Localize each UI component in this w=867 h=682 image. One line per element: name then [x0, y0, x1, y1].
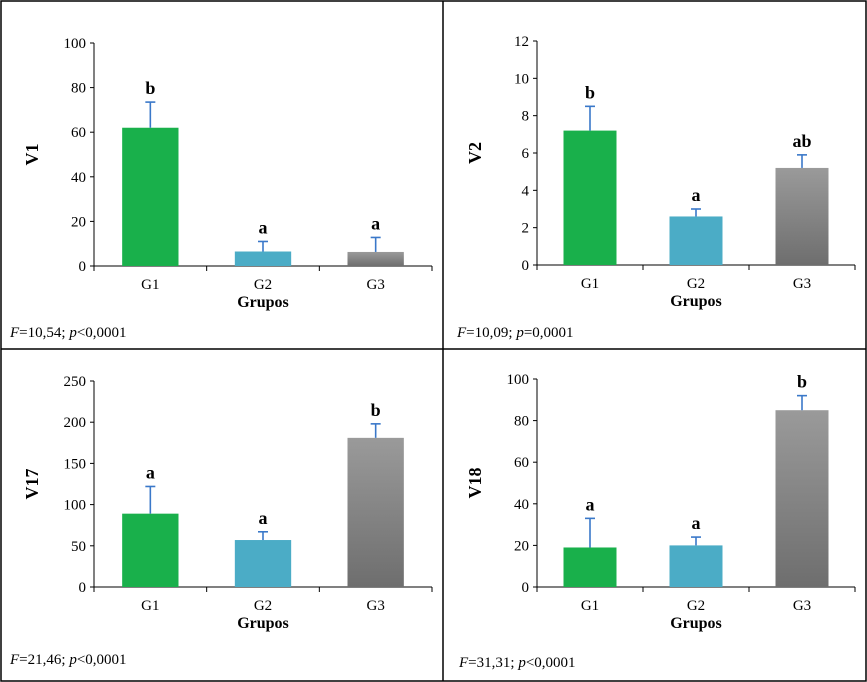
y-axis-label: V17: [22, 469, 42, 500]
significance-letter: b: [145, 78, 155, 98]
bar-g3: [347, 251, 404, 266]
y-tick-label: 4: [522, 183, 530, 199]
stat-p-label: p: [69, 325, 77, 341]
y-tick-label: 60: [71, 125, 86, 141]
stat-f-value: =31,31;: [468, 655, 515, 671]
bar-g1: [563, 130, 617, 265]
bar-g2: [234, 540, 292, 587]
x-tick-label: G1: [581, 276, 599, 292]
y-axis-label: V18: [465, 468, 485, 499]
x-tick-label: G3: [793, 598, 811, 614]
y-tick-label: 10: [514, 71, 529, 87]
y-tick-label: 100: [64, 498, 87, 514]
stat-p-value: <0,0001: [76, 652, 127, 668]
x-tick-label: G2: [254, 277, 272, 293]
x-tick-label: G2: [687, 276, 705, 292]
stat-annotation-v1: F=10,54; p<0,0001: [10, 325, 127, 342]
stat-f-value: =10,09;: [466, 325, 513, 341]
stat-f-label: F: [457, 325, 467, 341]
x-axis-label: Grupos: [670, 293, 722, 310]
chart-panel-v17: 0 50 100 150 200 250 a G1 a G2 b G3 Grupos V17 F=21,4…: [0, 349, 443, 682]
significance-letter: a: [692, 185, 701, 205]
stat-p-label: p: [69, 652, 77, 668]
x-tick-label: G1: [141, 277, 159, 293]
bar-g2: [669, 545, 723, 587]
bar-g2: [669, 216, 723, 265]
chart-v18: 0 20 40 60 80 100 a G1 a G2 b G3 Grupos V18: [465, 372, 856, 632]
chart-v1: 0 20 40 60 80 100 b G1 a G2 a G3 Grupos V1: [22, 36, 433, 311]
y-tick-label: 200: [64, 415, 87, 431]
x-tick-label: G1: [581, 598, 599, 614]
y-tick-label: 80: [71, 81, 86, 97]
bar-g1: [563, 547, 617, 587]
y-tick-label: 2: [522, 221, 530, 237]
x-tick-label: G3: [793, 276, 811, 292]
x-axis-label: Grupos: [237, 615, 289, 632]
stat-p-value: =0,0001: [523, 325, 574, 341]
significance-letter: b: [585, 82, 595, 102]
y-tick-label: 150: [64, 456, 87, 472]
x-tick-label: G2: [254, 598, 272, 614]
stat-p-value: <0,0001: [76, 325, 127, 341]
significance-letter: a: [371, 213, 380, 233]
stat-f-label: F: [459, 655, 469, 671]
chart-panel-v2: 0 2 4 6 8 10 12 b G1 a G2 ab G3 Grupos V2 F=10,09; p=0…: [443, 0, 867, 349]
y-tick-label: 12: [514, 34, 529, 50]
y-tick-label: 8: [522, 109, 530, 125]
y-tick-label: 100: [507, 372, 530, 388]
stat-f-label: F: [10, 325, 20, 341]
chart-v17: 0 50 100 150 200 250 a G1 a G2 b G3 Grupos V17: [22, 374, 433, 632]
significance-letter: a: [692, 513, 701, 533]
x-axis-label: Grupos: [670, 615, 722, 632]
x-tick-label: G3: [366, 598, 384, 614]
y-axis-label: V2: [465, 142, 485, 164]
y-tick-label: 60: [514, 455, 529, 471]
stat-p-label: p: [516, 325, 524, 341]
y-tick-label: 20: [71, 214, 86, 230]
y-tick-label: 50: [71, 539, 86, 555]
x-tick-label: G2: [687, 598, 705, 614]
stat-p-label: p: [518, 655, 526, 671]
bar-g3: [775, 167, 829, 265]
y-tick-label: 100: [64, 36, 87, 52]
stat-annotation-v2: F=10,09; p=0,0001: [457, 325, 574, 342]
significance-letter: a: [146, 462, 155, 482]
stat-f-value: =10,54;: [19, 325, 66, 341]
x-tick-label: G3: [366, 277, 384, 293]
y-axis-label: V1: [22, 144, 42, 166]
y-tick-label: 0: [522, 258, 530, 274]
x-tick-label: G1: [141, 598, 159, 614]
y-tick-label: 0: [79, 259, 87, 275]
x-axis-label: Grupos: [237, 294, 289, 311]
bar-g3: [775, 410, 829, 587]
bar-g1: [122, 513, 179, 587]
chart-v2: 0 2 4 6 8 10 12 b G1 a G2 ab G3 Grupos V2: [465, 34, 856, 310]
significance-letter: ab: [792, 131, 811, 151]
significance-letter: a: [259, 217, 268, 237]
stat-annotation-v17: F=21,46; p<0,0001: [10, 652, 127, 669]
bar-g1: [122, 127, 179, 267]
significance-letter: a: [259, 508, 268, 528]
y-tick-label: 20: [514, 538, 529, 554]
stat-annotation-v18: F=31,31; p<0,0001: [459, 655, 576, 672]
y-tick-label: 0: [522, 580, 530, 596]
significance-letter: b: [371, 400, 381, 420]
y-tick-label: 40: [71, 170, 86, 186]
stat-f-label: F: [10, 652, 20, 668]
stat-p-value: <0,0001: [525, 655, 576, 671]
stat-f-value: =21,46;: [19, 652, 66, 668]
significance-letter: a: [586, 494, 595, 514]
y-tick-label: 0: [79, 580, 87, 596]
y-tick-label: 40: [514, 497, 529, 513]
chart-panel-v1: 0 20 40 60 80 100 b G1 a G2 a G3 Grupos V1 F=10,54; p…: [0, 0, 443, 349]
significance-letter: b: [797, 372, 807, 392]
bar-g2: [234, 251, 292, 266]
bar-g3: [347, 437, 404, 587]
chart-panel-v18: 0 20 40 60 80 100 a G1 a G2 b G3 Grupos V18 F=31,31; …: [443, 349, 867, 682]
y-tick-label: 6: [522, 146, 530, 162]
y-tick-label: 250: [64, 374, 87, 390]
y-tick-label: 80: [514, 414, 529, 430]
